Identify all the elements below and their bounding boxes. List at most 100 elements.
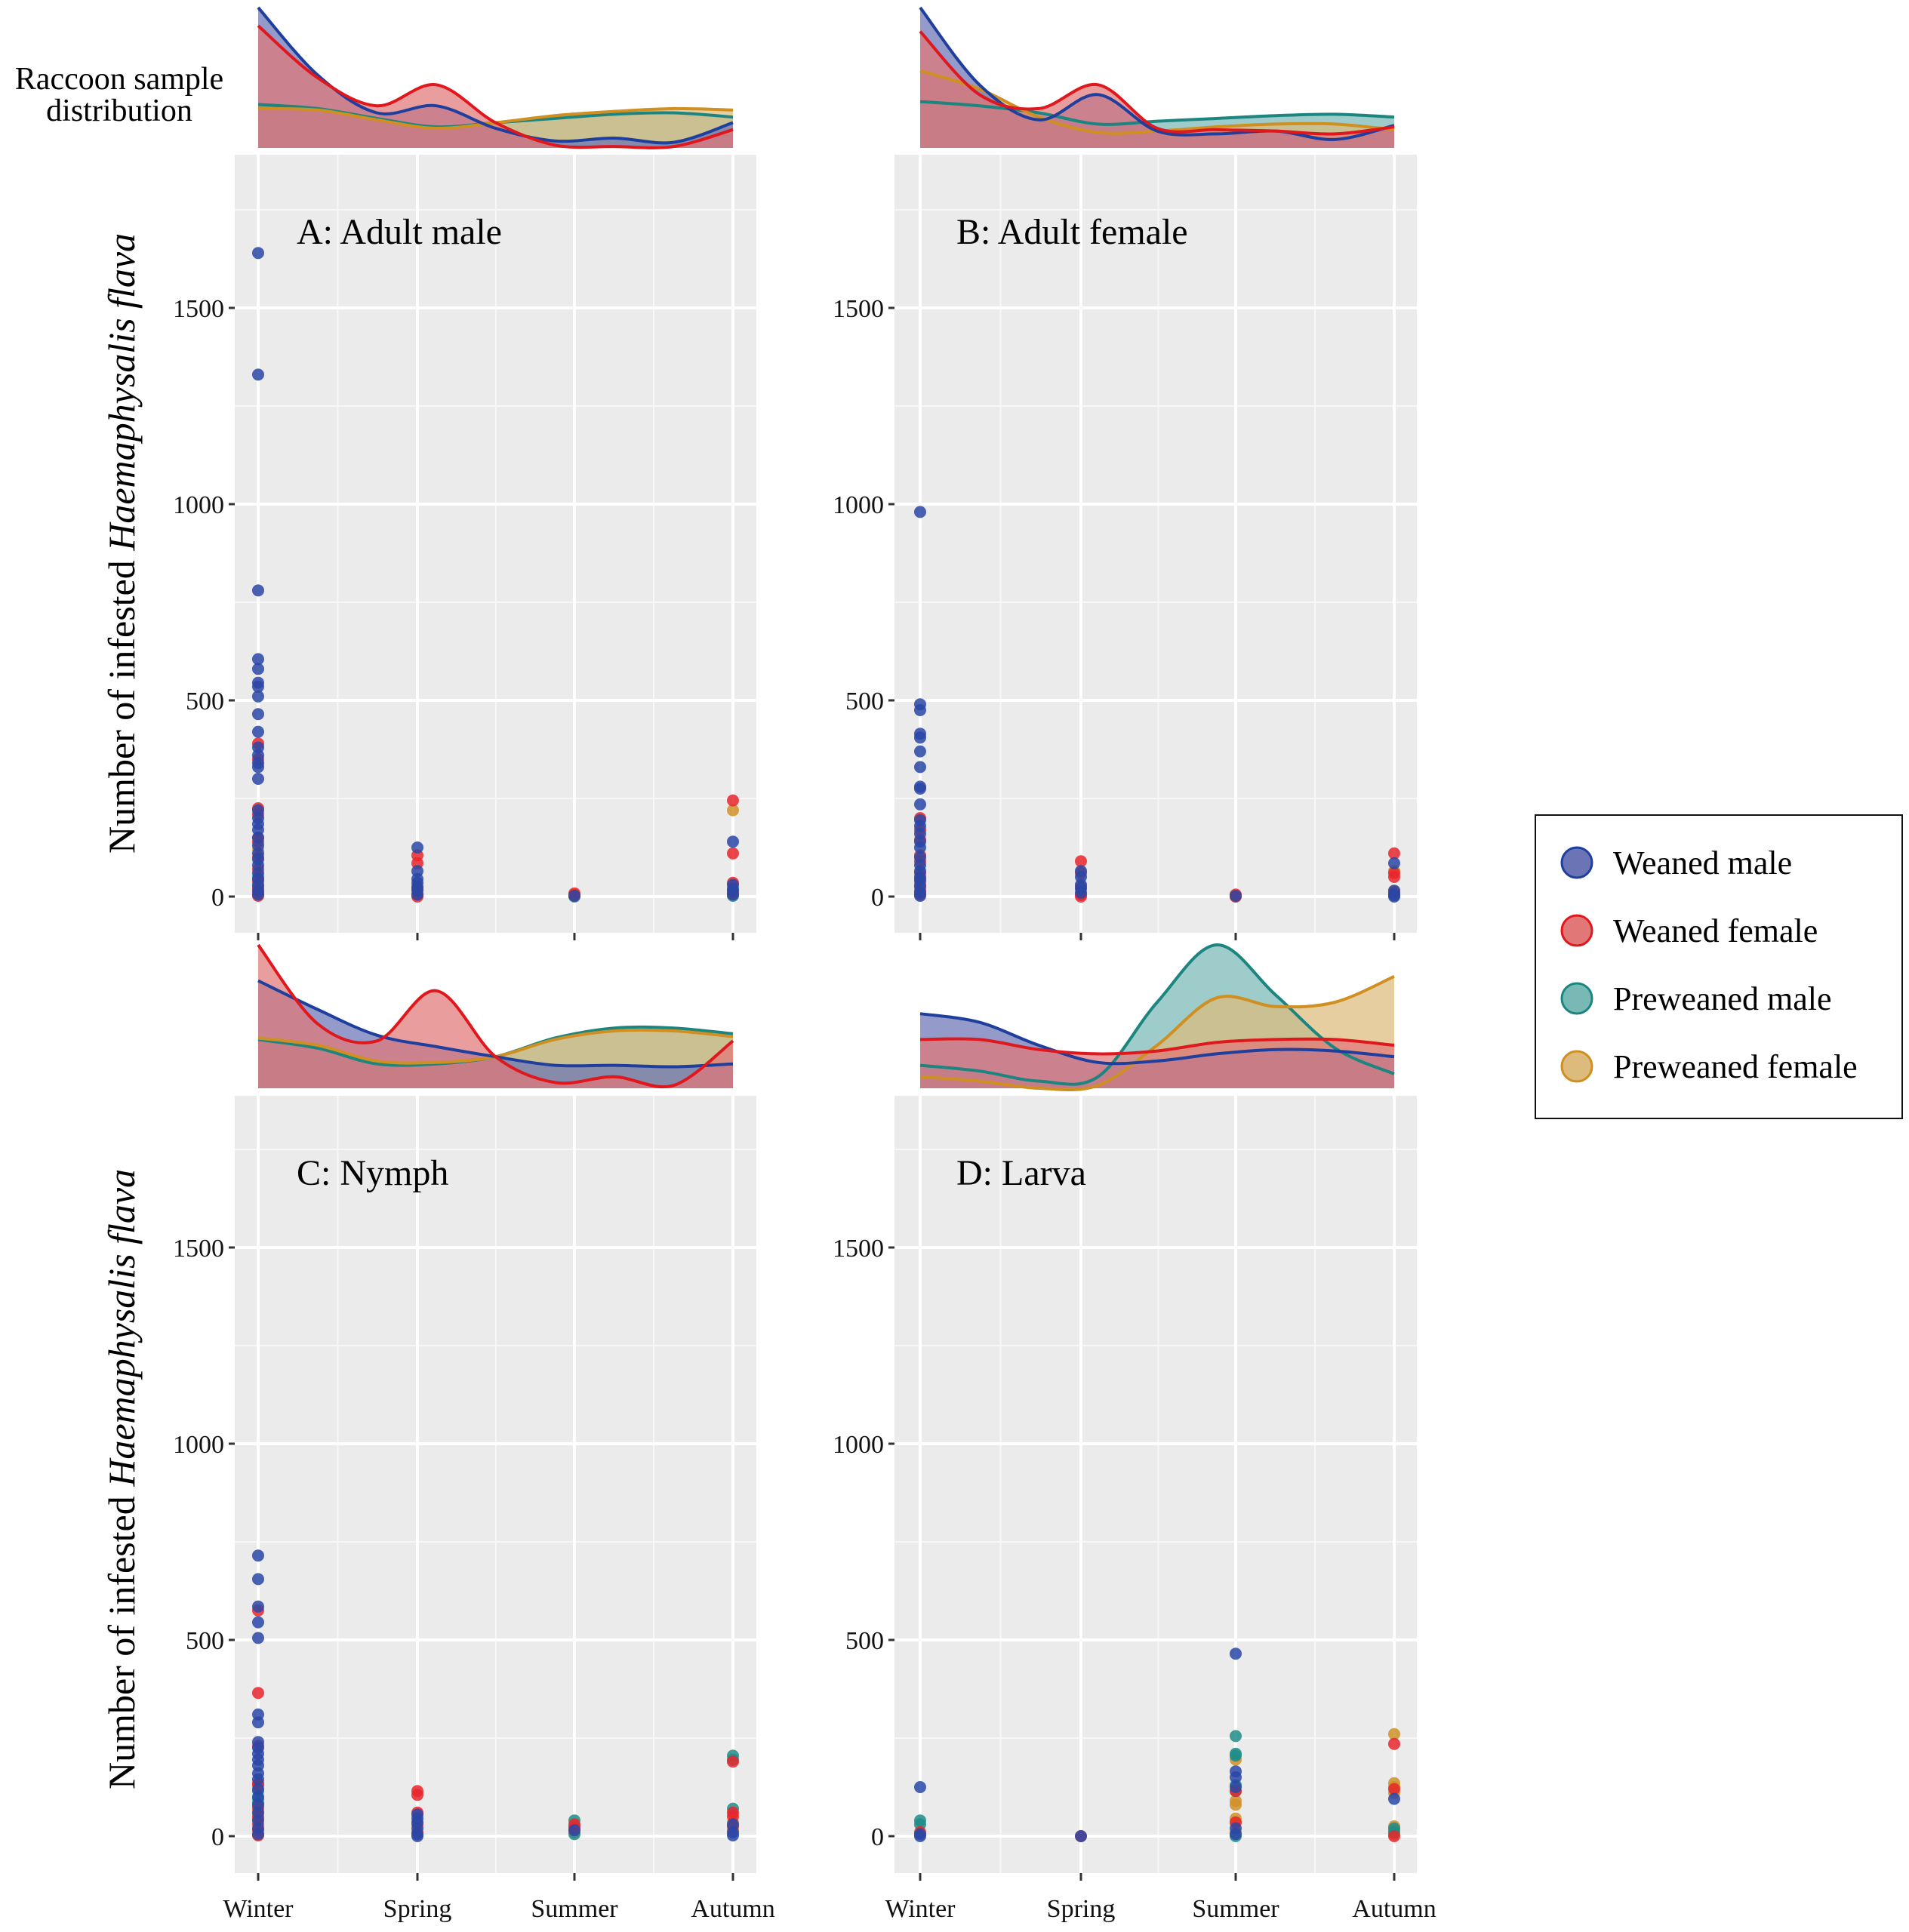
density-line-preweaned-male [919, 100, 1395, 126]
legend-item-preweaned-male[interactable]: Preweaned male [1560, 980, 1832, 1017]
point-weaned-male [252, 725, 264, 738]
y-tick-label: 0 [211, 884, 224, 912]
legend-swatch-weaned-male [1560, 846, 1593, 879]
point-weaned-male [252, 584, 264, 597]
y-tick-label: 0 [211, 1823, 224, 1851]
point-weaned-male [914, 798, 926, 811]
point-preweaned-female [1230, 1798, 1242, 1811]
point-weaned-male [914, 1781, 926, 1793]
point-weaned-male [568, 1824, 580, 1837]
point-preweaned-female [727, 804, 739, 817]
y-axis-label-plain: Number of infested [100, 1487, 143, 1789]
density-area-weaned-female [920, 1038, 1394, 1088]
point-weaned-female [727, 1755, 739, 1768]
y-tick-label: 500 [186, 1627, 224, 1655]
point-weaned-female [727, 847, 739, 860]
points [252, 247, 739, 903]
point-weaned-male [252, 708, 264, 721]
panels: 0 500 1000 1500 A: Adult male 0 500 1000 1500 B: … [173, 6, 1436, 1923]
point-weaned-female [1388, 1830, 1400, 1842]
point-weaned-male [914, 506, 926, 518]
point-weaned-male [727, 888, 739, 901]
density-line-weaned-male [919, 6, 1395, 141]
y-tick-label: 1000 [833, 1431, 884, 1459]
point-weaned-male [252, 1573, 264, 1586]
point-weaned-male [1388, 1792, 1400, 1805]
legend-box [1535, 814, 1903, 1119]
point-weaned-male [1230, 1647, 1242, 1660]
legend-item-weaned-male[interactable]: Weaned male [1560, 844, 1792, 881]
point-weaned-female [252, 1687, 264, 1700]
y-tick-label: 500 [186, 688, 224, 715]
y-axis-label-top: Number of infested Haemaphysalis flava [100, 233, 143, 854]
y-tick-label: 1000 [173, 1431, 224, 1459]
density-line-weaned-female [257, 24, 734, 149]
x-tick-label-autumn: Autumn [691, 1895, 774, 1923]
point-weaned-male [1388, 857, 1400, 869]
point-weaned-male [252, 680, 264, 693]
point-weaned-female [1388, 1737, 1400, 1750]
density-strip [919, 6, 1395, 149]
density-strip [919, 943, 1395, 1092]
point-weaned-female [1388, 871, 1400, 883]
x-tick-label-autumn: Autumn [1352, 1895, 1436, 1923]
x-tick-label-spring: Spring [383, 1895, 452, 1923]
point-weaned-male [1230, 1781, 1242, 1793]
point-weaned-male [252, 888, 264, 901]
panel-c-nymph: 0 500 1000 1500 Winter Spring Summer Autumn C: N… [173, 943, 775, 1923]
point-weaned-male [252, 761, 264, 774]
point-weaned-male [1075, 1830, 1087, 1842]
point-weaned-female [411, 1789, 423, 1801]
legend-label-weaned-male: Weaned male [1613, 844, 1792, 881]
density-title-line2: distribution [46, 94, 192, 128]
point-weaned-male [252, 1773, 264, 1786]
density-line-preweaned-male [919, 943, 1395, 1086]
points [914, 1647, 1400, 1842]
density-line-weaned-female [919, 30, 1395, 136]
legend-item-weaned-female[interactable]: Weaned female [1560, 912, 1818, 949]
point-weaned-male [914, 704, 926, 716]
point-weaned-male [252, 1828, 264, 1841]
point-weaned-male [252, 663, 264, 675]
panel-b-adult-female: 0 500 1000 1500 B: Adult female [833, 6, 1417, 940]
point-weaned-male [1230, 1771, 1242, 1783]
point-weaned-male [252, 1616, 264, 1629]
point-preweaned-male [1230, 1730, 1242, 1743]
point-preweaned-female [1388, 1727, 1400, 1740]
points [914, 506, 1400, 903]
panel-d-larva: 0 500 1000 1500 Winter Spring Summer Autumn D: L… [833, 943, 1436, 1923]
x-tick-label-summer: Summer [1192, 1895, 1279, 1923]
point-weaned-male [727, 835, 739, 848]
point-weaned-male [1388, 891, 1400, 903]
density-strip [257, 6, 734, 149]
density-line-weaned-male [919, 1012, 1395, 1066]
y-axis-label-italic: Haemaphysalis flava [100, 1169, 143, 1487]
point-weaned-male [252, 1716, 264, 1729]
point-weaned-male [914, 1830, 926, 1842]
point-weaned-male [914, 889, 926, 902]
point-weaned-male [252, 1632, 264, 1644]
y-tick-label: 1500 [833, 1235, 884, 1263]
point-weaned-male [568, 889, 580, 902]
points [252, 1549, 739, 1842]
point-weaned-male [411, 888, 423, 901]
legend-item-preweaned-female[interactable]: Preweaned female [1560, 1048, 1858, 1085]
density-line-preweaned-female [919, 974, 1395, 1092]
panel-title: A: Adult male [297, 212, 502, 252]
point-weaned-male [1230, 889, 1242, 902]
density-area-weaned-female [258, 945, 733, 1088]
point-weaned-male [252, 368, 264, 381]
point-weaned-male [411, 841, 423, 854]
point-weaned-female [1075, 855, 1087, 868]
y-tick-label: 500 [845, 1627, 884, 1655]
panel-title: C: Nymph [297, 1153, 448, 1193]
point-weaned-male [914, 761, 926, 774]
legend-swatch-preweaned-female [1560, 1050, 1593, 1083]
point-weaned-female [1388, 1783, 1400, 1795]
x-tick-label-spring: Spring [1047, 1895, 1116, 1923]
panel-a-adult-male: 0 500 1000 1500 A: Adult male [173, 6, 756, 940]
legend-swatch-preweaned-male [1560, 982, 1593, 1015]
y-axis-label-bottom: Number of infested Haemaphysalis flava [100, 1169, 143, 1789]
plot-background [894, 155, 1417, 933]
